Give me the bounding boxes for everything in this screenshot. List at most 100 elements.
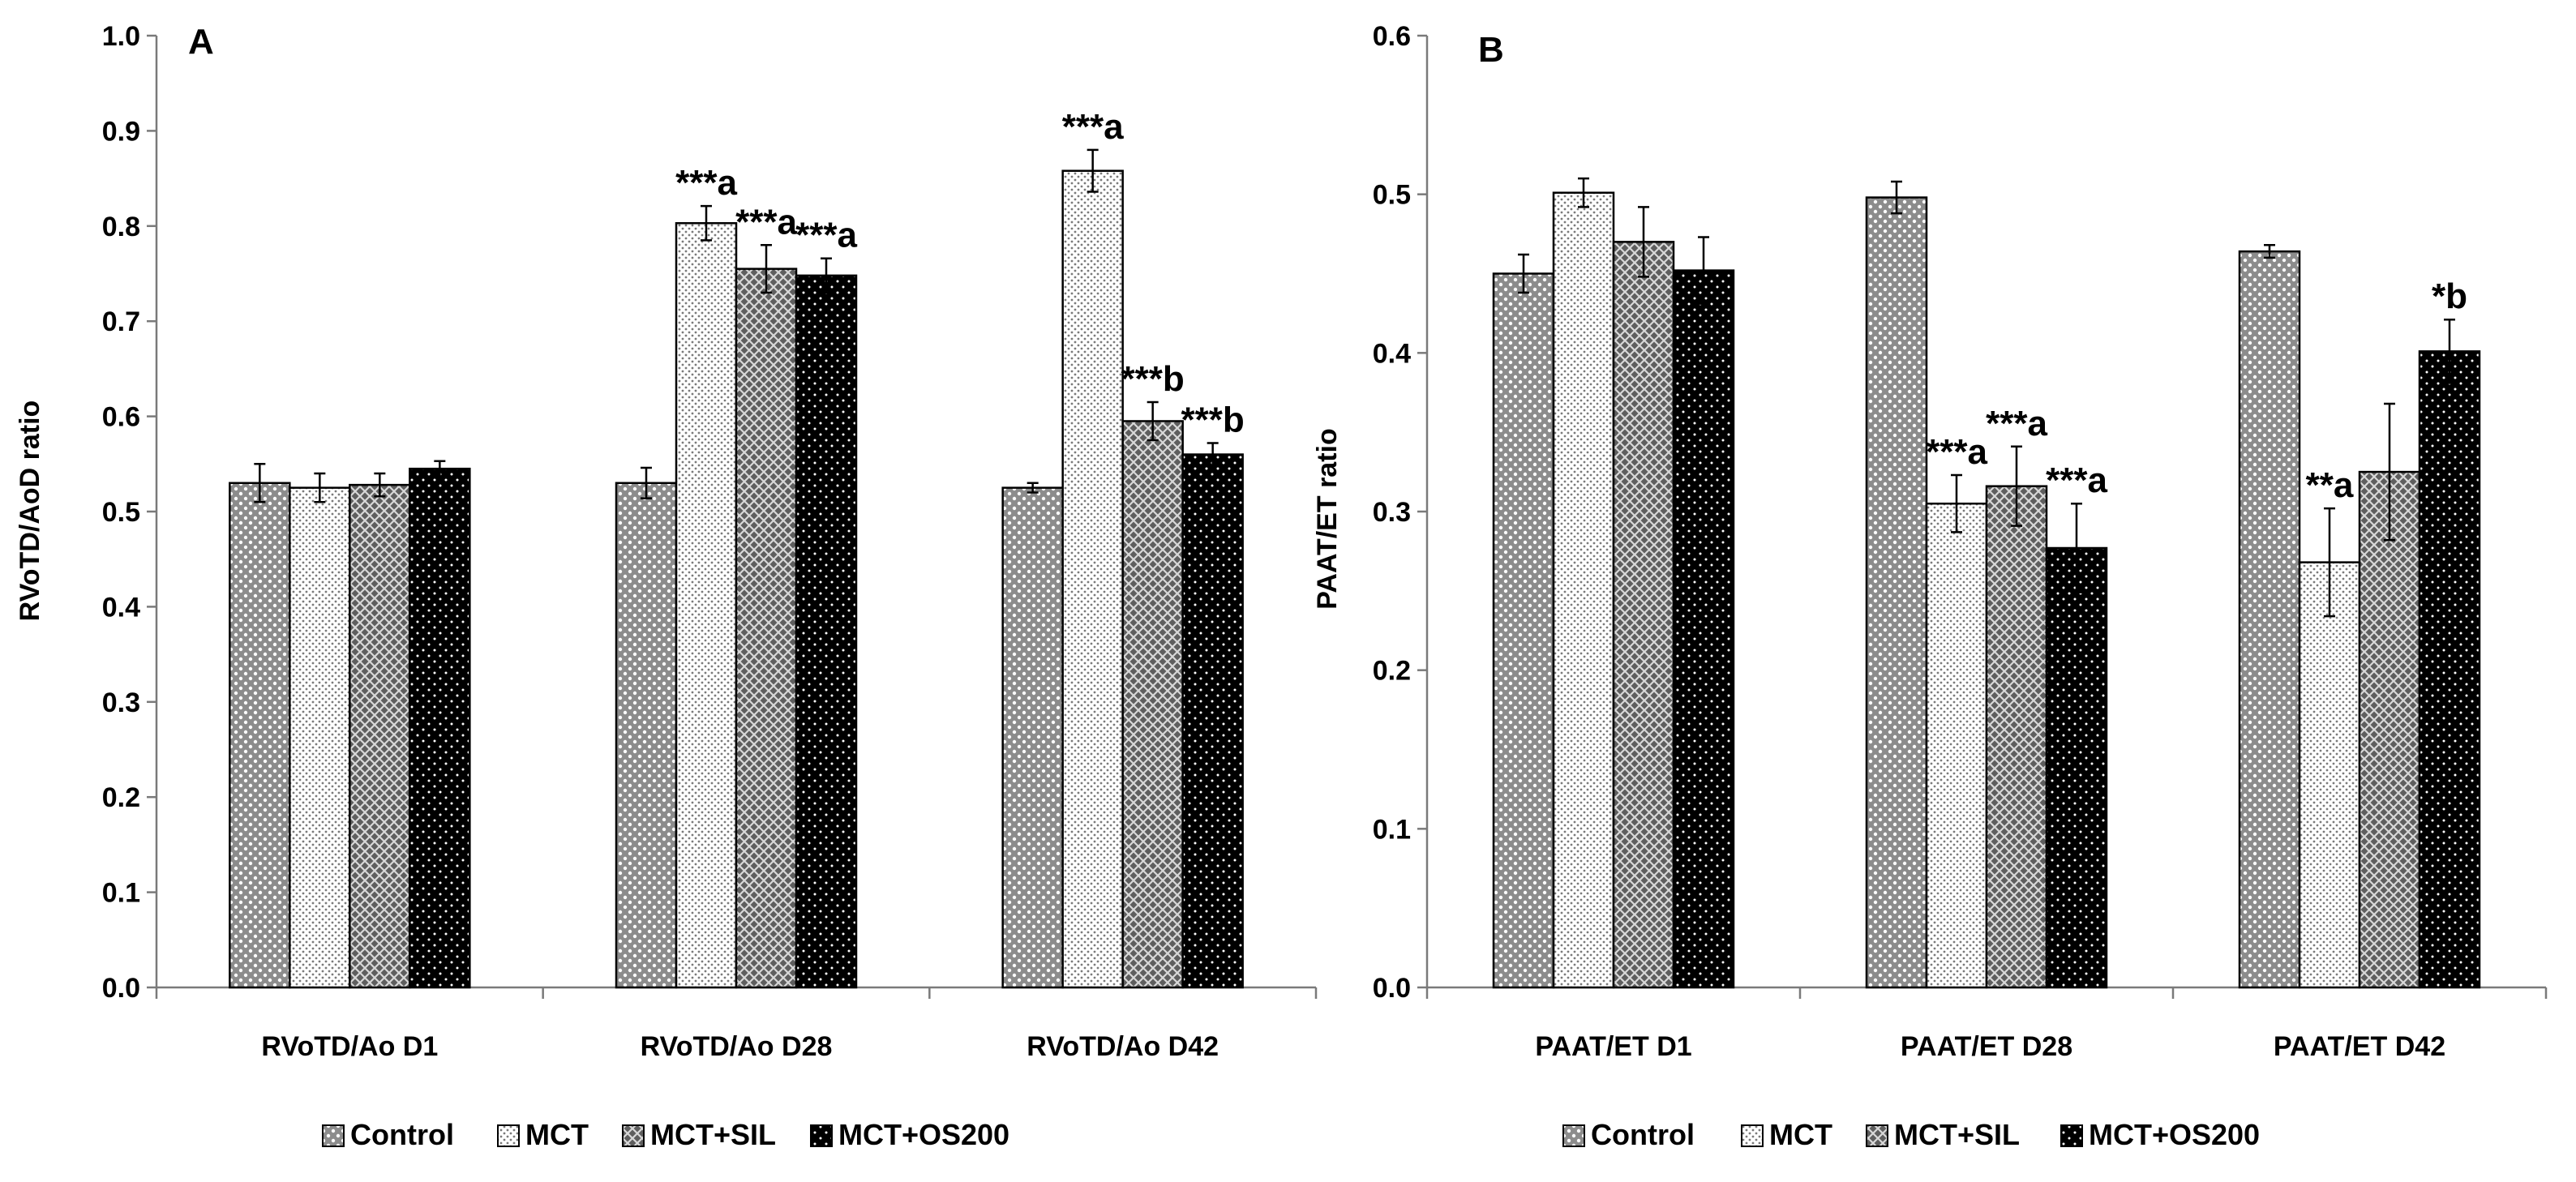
panel-a-error-bar bbox=[761, 244, 772, 294]
panel-b-y-tick-label: 0.5 bbox=[1373, 180, 1411, 211]
panel-a-significance-label: ***b bbox=[1121, 359, 1185, 399]
panel-b-error-bar bbox=[2071, 502, 2082, 594]
panel-b-significance-label: ***a bbox=[1986, 404, 2047, 443]
panel-a-y-tick-label: 0.5 bbox=[102, 497, 140, 528]
panel-b-error-bar bbox=[1698, 236, 1709, 305]
panel-b-plot: 0.0 0.1 0.2 0.3 0.4 0.5 0.6 PAAT/ET D1 PAAT/ET D… bbox=[1373, 21, 2548, 1062]
legend-b-label-mct-os200: MCT+OS200 bbox=[2089, 1118, 2260, 1151]
panel-a-error-bar bbox=[821, 257, 832, 294]
panel-a-bar-mct-os200 bbox=[795, 274, 858, 989]
panel-a-bar-control bbox=[229, 482, 291, 989]
panel-b-significance-label: ***a bbox=[1926, 432, 1987, 472]
panel-a-bar-control bbox=[615, 482, 678, 989]
panel-a-error-bar bbox=[434, 460, 446, 478]
panel-b-bar-control bbox=[1865, 196, 1928, 989]
panel-a-error-bar bbox=[701, 204, 712, 242]
panel-a-y-tick-label: 0.4 bbox=[102, 592, 140, 623]
panel-a-error-bar bbox=[641, 466, 652, 499]
panel-a-error-bar bbox=[254, 463, 266, 503]
panel-a-error-bar bbox=[1087, 148, 1099, 193]
panel-b-y-tick-label: 0.1 bbox=[1373, 814, 1411, 845]
panel-b-bar-control bbox=[2238, 250, 2301, 989]
panel-a-y-tick-label: 0.2 bbox=[102, 782, 140, 813]
panel-a-bar-control bbox=[1001, 486, 1064, 989]
panel-b-bar-mct-sil bbox=[2358, 470, 2421, 989]
legend-a-swatch-mct-os200 bbox=[810, 1124, 833, 1147]
legend-b-label-mct: MCT bbox=[1769, 1118, 1832, 1151]
panel-a-bar-mct-os200 bbox=[1181, 453, 1244, 989]
legend-a-label-mct-sil: MCT+SIL bbox=[650, 1118, 776, 1151]
panel-b-bar-mct bbox=[1925, 502, 1988, 989]
panel-b-y-axis-label: PAAT/ET ratio bbox=[1312, 428, 1343, 610]
panel-a-significance-label: ***a bbox=[1062, 107, 1124, 147]
panel-a-error-bar bbox=[1147, 400, 1159, 442]
legend-a-label-mct-os200: MCT+OS200 bbox=[838, 1118, 1009, 1151]
panel-b-bar-mct bbox=[2298, 561, 2361, 989]
panel-a-bar-mct bbox=[1061, 169, 1124, 989]
panel-b-bar-mct-sil bbox=[1612, 241, 1675, 989]
panel-b-error-bar bbox=[1891, 180, 1902, 215]
legend-b: Control MCT MCT+SIL MCT+OS200 bbox=[1562, 1118, 2260, 1151]
panel-b-error-bar bbox=[2384, 402, 2395, 542]
panel-b-error-bar bbox=[2324, 507, 2335, 618]
panel-b-y-tick-label: 0.2 bbox=[1373, 656, 1411, 687]
panel-b-significance-label: ***a bbox=[2046, 460, 2107, 500]
legend-a: Control MCT MCT+SIL MCT+OS200 bbox=[322, 1118, 1009, 1151]
panel-a-error-bar bbox=[1027, 482, 1039, 494]
panel-a-y-tick-label: 0.3 bbox=[102, 687, 140, 718]
panel-b-category-label: PAAT/ET D1 bbox=[1535, 1031, 1691, 1062]
panel-a-y-tick-label: 0.6 bbox=[102, 402, 140, 433]
panel-b-error-bar bbox=[1638, 206, 1649, 278]
panel-a-bar-mct-sil bbox=[735, 268, 798, 989]
panel-a-y-tick-label: 0.1 bbox=[102, 878, 140, 909]
legend-b-swatch-control bbox=[1562, 1124, 1585, 1147]
panel-b-label: B bbox=[1478, 30, 1504, 70]
panel-b-y-tick-label: 0.0 bbox=[1373, 973, 1411, 1004]
panel-b-bar-mct bbox=[1552, 191, 1615, 989]
panel-b-y-tick-label: 0.4 bbox=[1373, 338, 1411, 369]
legend-b-swatch-mct-sil bbox=[1866, 1124, 1888, 1147]
panel-b-bar-mct-os200 bbox=[2045, 546, 2108, 989]
panel-b-error-bar bbox=[1578, 177, 1589, 208]
panel-a-y-tick-label: 0.0 bbox=[102, 973, 140, 1004]
panel-a-error-bar bbox=[314, 472, 326, 503]
legend-a-swatch-mct bbox=[497, 1124, 520, 1147]
panel-a-y-axis-label: RVoTD/AoD ratio bbox=[15, 400, 45, 622]
legend-a-label-control: Control bbox=[350, 1118, 454, 1151]
panel-a-error-bar bbox=[374, 472, 386, 498]
panel-b-bar-mct-os200 bbox=[2418, 350, 2481, 989]
panel-b-significance-label: *b bbox=[2432, 276, 2467, 316]
panel-a-y-tick-label: 0.8 bbox=[102, 212, 140, 242]
panel-b-y-tick-label: 0.3 bbox=[1373, 497, 1411, 528]
panel-b-error-bar bbox=[2264, 244, 2275, 259]
panel-b-error-bar bbox=[2444, 318, 2455, 384]
panel-b-y-tick-label: 0.6 bbox=[1373, 21, 1411, 52]
panel-a-category-label: RVoTD/Ao D42 bbox=[1027, 1031, 1219, 1062]
panel-a-category-label: RVoTD/Ao D28 bbox=[641, 1031, 833, 1062]
panel-b-error-bar bbox=[2011, 445, 2022, 527]
panel-b-category-label: PAAT/ET D28 bbox=[1901, 1031, 2072, 1062]
panel-a-y-tick-label: 0.9 bbox=[102, 116, 140, 147]
panel-a-bar-mct-os200 bbox=[409, 467, 471, 989]
legend-b-label-mct-sil: MCT+SIL bbox=[1894, 1118, 2020, 1151]
panel-a-y-tick-label: 1.0 bbox=[102, 21, 140, 52]
panel-a: A RVoTD/AoD ratio 0.0 0.1 0.2 0.3 0.4 0.5 0.6 0… bbox=[15, 21, 1318, 1062]
legend-b-label-control: Control bbox=[1591, 1118, 1695, 1151]
panel-a-significance-label: ***b bbox=[1181, 400, 1245, 439]
panel-b-bar-control bbox=[1492, 272, 1555, 989]
panel-a-bar-mct-sil bbox=[349, 483, 411, 989]
panel-a-y-tick-label: 0.7 bbox=[102, 306, 140, 337]
panel-b-error-bar bbox=[1518, 253, 1529, 294]
legend-b-swatch-mct bbox=[1741, 1124, 1764, 1147]
panel-b-bar-mct-os200 bbox=[1672, 269, 1735, 989]
legend-b-swatch-mct-os200 bbox=[2060, 1124, 2083, 1147]
panel-a-significance-label: ***a bbox=[795, 216, 857, 255]
panel-a-label: A bbox=[188, 22, 214, 62]
legend-a-swatch-mct-sil bbox=[622, 1124, 645, 1147]
panel-b: B PAAT/ET ratio 0.0 0.1 0.2 0.3 0.4 0.5 0.6 PAA… bbox=[1312, 21, 2548, 1062]
legend-a-label-mct: MCT bbox=[525, 1118, 589, 1151]
panel-b-category-label: PAAT/ET D42 bbox=[2274, 1031, 2445, 1062]
panel-b-error-bar bbox=[1951, 473, 1962, 533]
legend-a-swatch-control bbox=[322, 1124, 345, 1147]
